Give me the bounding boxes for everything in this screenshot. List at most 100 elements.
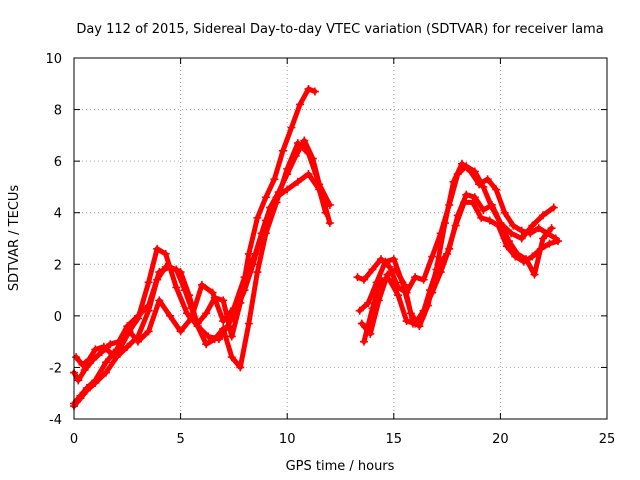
data-point: [253, 268, 262, 277]
data-point: [210, 335, 219, 344]
data-point: [428, 288, 437, 297]
data-point: [99, 342, 108, 351]
data-point: [125, 327, 134, 336]
x-tick-label: 0: [70, 432, 78, 447]
data-point: [353, 273, 362, 282]
data-point: [153, 244, 162, 253]
data-point: [475, 180, 484, 189]
data-point: [208, 288, 217, 297]
data-point: [539, 234, 548, 243]
data-point: [261, 216, 270, 225]
data-point: [197, 280, 206, 289]
data-point: [411, 319, 420, 328]
y-axis-label: SDTVAR / TECUs: [7, 185, 22, 292]
data-point: [187, 314, 196, 323]
data-point: [517, 226, 526, 235]
data-point: [436, 268, 445, 277]
data-point: [547, 224, 556, 233]
y-tick-label: 8: [54, 104, 62, 119]
data-point: [78, 360, 87, 369]
data-point: [219, 317, 228, 326]
y-tick-label: 2: [54, 258, 62, 273]
data-point: [165, 262, 174, 271]
data-point: [500, 208, 509, 217]
data-point: [144, 278, 153, 287]
data-point: [270, 175, 279, 184]
series-track-8: [359, 190, 556, 346]
data-point: [325, 200, 334, 209]
data-point: [549, 203, 558, 212]
data-point: [415, 322, 424, 331]
data-point: [161, 249, 170, 258]
data-point: [325, 219, 334, 228]
data-point: [304, 84, 313, 93]
data-point: [310, 87, 319, 96]
data-point: [509, 221, 518, 230]
data-point: [357, 319, 366, 328]
data-point: [204, 332, 213, 341]
data-point: [400, 280, 409, 289]
data-point: [419, 275, 428, 284]
data-point: [391, 265, 400, 274]
data-point: [479, 206, 488, 215]
data-point: [492, 185, 501, 194]
data-point: [477, 213, 486, 222]
data-point: [530, 270, 539, 279]
data-point: [176, 327, 185, 336]
data-point: [458, 159, 467, 168]
ticks: [73, 57, 608, 420]
data-point: [453, 211, 462, 220]
y-tick-label: -4: [49, 413, 62, 428]
data-point: [507, 229, 516, 238]
data-point: [144, 327, 153, 336]
data-point: [165, 311, 174, 320]
data-point: [144, 301, 153, 310]
data-point: [487, 200, 496, 209]
data-point: [106, 340, 115, 349]
data-point: [202, 340, 211, 349]
data-point: [528, 221, 537, 230]
data-point: [116, 342, 125, 351]
data-point: [76, 391, 85, 400]
data-point: [283, 164, 292, 173]
x-tick-label: 20: [492, 432, 509, 447]
data-point: [202, 309, 211, 318]
data-point: [385, 262, 394, 271]
data-point: [504, 237, 513, 246]
data-point: [155, 296, 164, 305]
data-point: [364, 298, 373, 307]
data-point: [466, 167, 475, 176]
data-point: [381, 257, 390, 266]
data-point: [300, 136, 309, 145]
data-point: [80, 366, 89, 375]
data-point: [411, 273, 420, 282]
data-point: [517, 234, 526, 243]
data-point: [227, 332, 236, 341]
data-point: [278, 146, 287, 155]
data-point: [304, 170, 313, 179]
data-point: [485, 216, 494, 225]
data-point: [368, 304, 377, 313]
y-tick-label: 10: [45, 52, 62, 67]
data-point: [219, 296, 228, 305]
data-point: [82, 384, 91, 393]
series-track-4: [72, 170, 330, 369]
data-point: [253, 213, 262, 222]
x-tick-label: 5: [176, 432, 184, 447]
data-point: [72, 353, 81, 362]
y-tick-label: 4: [54, 207, 62, 222]
x-tick-labels: 0 5 10 15 20 25: [70, 432, 615, 447]
data-point: [219, 324, 228, 333]
data-point: [133, 311, 142, 320]
data-point: [419, 306, 428, 315]
y-tick-label: -2: [49, 361, 62, 376]
data-point: [123, 322, 132, 331]
data-point: [91, 345, 100, 354]
data-point: [539, 211, 548, 220]
data-point: [315, 185, 324, 194]
data-point: [172, 283, 181, 292]
data-point: [377, 255, 386, 264]
data-point: [155, 268, 164, 277]
plot-frame: [73, 57, 608, 420]
data-point: [295, 100, 304, 109]
